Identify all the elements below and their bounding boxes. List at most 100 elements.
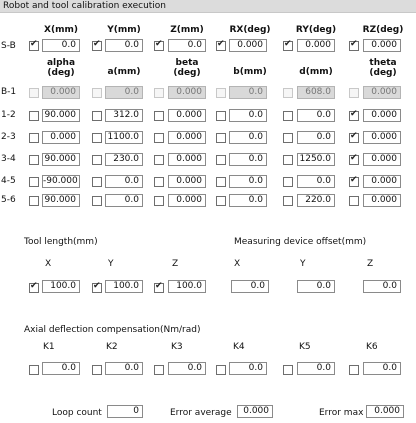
sb-input-2[interactable]: 0.0	[168, 39, 206, 52]
dh-input-1-2-3[interactable]: 0.0	[229, 109, 267, 122]
sb-input-3[interactable]: 0.000	[229, 39, 267, 52]
dh-checkbox-4-5-4[interactable]	[283, 177, 293, 187]
axial-checkbox-k2[interactable]	[92, 365, 102, 375]
dh-input-2-3-5[interactable]: 0.000	[363, 131, 401, 144]
axial-input-k2[interactable]: 0.0	[105, 362, 143, 375]
measuring-input-x[interactable]: 0.0	[231, 280, 269, 293]
dh-input-5-6-2[interactable]: 0.000	[168, 194, 206, 207]
dh-input-5-6-5[interactable]: 0.000	[363, 194, 401, 207]
dh-checkbox-5-6-5[interactable]	[349, 196, 359, 206]
dh-checkbox-4-5-3[interactable]	[216, 177, 226, 187]
sb-checkbox-4[interactable]	[283, 39, 293, 51]
error-max-field[interactable]: 0.000	[366, 405, 404, 418]
dh-input-2-3-4[interactable]: 0.0	[297, 131, 335, 144]
axial-input-k3[interactable]: 0.0	[168, 362, 206, 375]
sb-checkbox-0[interactable]	[29, 39, 39, 51]
dh-checkbox-5-6-2[interactable]	[154, 196, 164, 206]
tool-checkbox-z[interactable]	[154, 281, 164, 293]
dh-input-5-6-1[interactable]: 0.0	[105, 194, 143, 207]
dh-input-3-4-2[interactable]: 0.000	[168, 153, 206, 166]
column-header-rzdeg: RZ(deg)	[362, 25, 404, 35]
dh-checkbox-1-2-0[interactable]	[29, 111, 39, 121]
dh-checkbox-2-3-2[interactable]	[154, 133, 164, 143]
sb-checkbox-3[interactable]	[216, 39, 226, 51]
dh-input-2-3-0[interactable]: 0.000	[42, 131, 80, 144]
tool-checkbox-x[interactable]	[29, 281, 39, 293]
dh-checkbox-2-3-0[interactable]	[29, 133, 39, 143]
axial-label-k5: K5	[299, 342, 311, 352]
dh-checkbox-3-4-0[interactable]	[29, 155, 39, 165]
dh-checkbox-3-4-5[interactable]	[349, 153, 359, 165]
dh-input-3-4-0[interactable]: 90.000	[42, 153, 80, 166]
axial-checkbox-k6[interactable]	[349, 365, 359, 375]
axial-input-k5[interactable]: 0.0	[297, 362, 335, 375]
sb-checkbox-1[interactable]	[92, 39, 102, 51]
dh-input-5-6-0[interactable]: 90.000	[42, 194, 80, 207]
dh-checkbox-1-2-4[interactable]	[283, 111, 293, 121]
tool-input-y[interactable]: 100.0	[105, 280, 143, 293]
dh-input-1-2-4[interactable]: 0.0	[297, 109, 335, 122]
dh-checkbox-1-2-2[interactable]	[154, 111, 164, 121]
dh-checkbox-2-3-4[interactable]	[283, 133, 293, 143]
dh-checkbox-2-3-5[interactable]	[349, 131, 359, 143]
tool-input-x[interactable]: 100.0	[42, 280, 80, 293]
dh-input-3-4-1[interactable]: 230.0	[105, 153, 143, 166]
sb-checkbox-5[interactable]	[349, 39, 359, 51]
dh-input-4-5-5[interactable]: 0.000	[363, 175, 401, 188]
dh-input-4-5-4[interactable]: 0.0	[297, 175, 335, 188]
axial-checkbox-k1[interactable]	[29, 365, 39, 375]
tool-axis-label-x: X	[45, 259, 52, 269]
sb-input-4[interactable]: 0.000	[297, 39, 335, 52]
dh-input-5-6-3[interactable]: 0.0	[229, 194, 267, 207]
axial-checkbox-k3[interactable]	[154, 365, 164, 375]
dh-input-4-5-3[interactable]: 0.0	[229, 175, 267, 188]
dh-checkbox-5-6-0[interactable]	[29, 196, 39, 206]
dh-checkbox-2-3-3[interactable]	[216, 133, 226, 143]
axial-input-k4[interactable]: 0.0	[229, 362, 267, 375]
axial-checkbox-k4[interactable]	[216, 365, 226, 375]
dh-checkbox-4-5-2[interactable]	[154, 177, 164, 187]
dh-checkbox-3-4-2[interactable]	[154, 155, 164, 165]
sb-input-5[interactable]: 0.000	[363, 39, 401, 52]
error-average-field[interactable]: 0.000	[237, 405, 273, 418]
dh-input-4-5-0[interactable]: -90.000	[42, 175, 80, 188]
dh-input-2-3-1[interactable]: 1100.0	[105, 131, 143, 144]
dh-checkbox-4-5-1[interactable]	[92, 177, 102, 187]
dh-checkbox-4-5-0[interactable]	[29, 177, 39, 187]
dh-input-2-3-3[interactable]: 0.0	[229, 131, 267, 144]
axial-input-k1[interactable]: 0.0	[42, 362, 80, 375]
dh-input-1-2-5[interactable]: 0.000	[363, 109, 401, 122]
loop-count-field[interactable]: 0	[107, 405, 143, 418]
dh-checkbox-3-4-1[interactable]	[92, 155, 102, 165]
measuring-input-z[interactable]: 0.0	[363, 280, 401, 293]
dh-checkbox-3-4-4[interactable]	[283, 155, 293, 165]
tool-checkbox-y[interactable]	[92, 281, 102, 293]
dh-input-4-5-2[interactable]: 0.000	[168, 175, 206, 188]
dh-input-3-4-3[interactable]: 0.0	[229, 153, 267, 166]
dh-checkbox-1-2-1[interactable]	[92, 111, 102, 121]
axial-checkbox-k5[interactable]	[283, 365, 293, 375]
dh-checkbox-1-2-3[interactable]	[216, 111, 226, 121]
sb-input-1[interactable]: 0.0	[105, 39, 143, 52]
tool-input-z[interactable]: 100.0	[168, 280, 206, 293]
dh-checkbox-5-6-3[interactable]	[216, 196, 226, 206]
dh-input-1-2-0[interactable]: 90.000	[42, 109, 80, 122]
dh-input-5-6-4[interactable]: 220.0	[297, 194, 335, 207]
dh-input-b-1-2: 0.000	[168, 86, 206, 99]
dh-checkbox-5-6-1[interactable]	[92, 196, 102, 206]
dh-checkbox-3-4-3[interactable]	[216, 155, 226, 165]
sb-input-0[interactable]: 0.0	[42, 39, 80, 52]
sb-checkbox-2[interactable]	[154, 39, 164, 51]
dh-checkbox-4-5-5[interactable]	[349, 175, 359, 187]
dh-input-1-2-1[interactable]: 312.0	[105, 109, 143, 122]
dh-input-1-2-2[interactable]: 0.000	[168, 109, 206, 122]
dh-input-3-4-5[interactable]: 0.000	[363, 153, 401, 166]
dh-checkbox-1-2-5[interactable]	[349, 109, 359, 121]
dh-input-3-4-4[interactable]: 1250.0	[297, 153, 335, 166]
dh-checkbox-2-3-1[interactable]	[92, 133, 102, 143]
axial-input-k6[interactable]: 0.0	[363, 362, 401, 375]
dh-input-2-3-2[interactable]: 0.000	[168, 131, 206, 144]
dh-input-4-5-1[interactable]: 0.0	[105, 175, 143, 188]
measuring-input-y[interactable]: 0.0	[297, 280, 335, 293]
dh-checkbox-5-6-4[interactable]	[283, 196, 293, 206]
